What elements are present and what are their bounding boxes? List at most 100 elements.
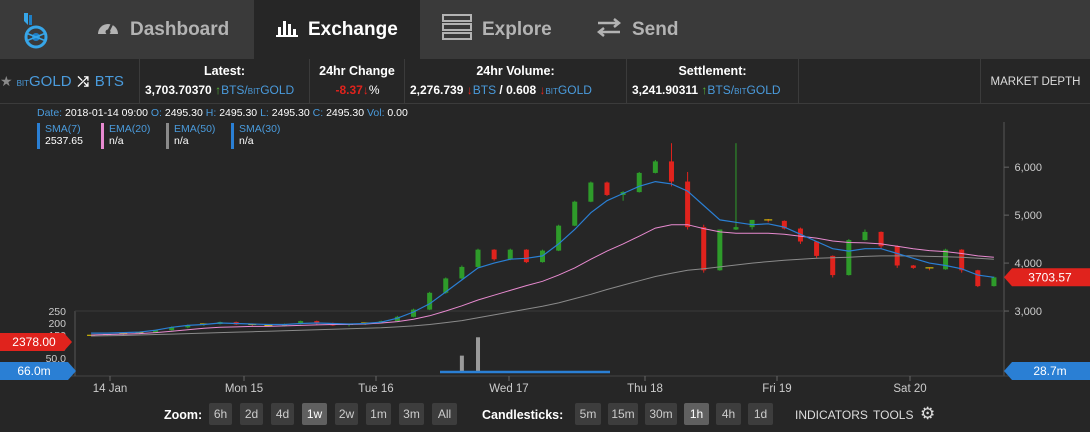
candles-4h-button[interactable]: 4h xyxy=(716,403,741,425)
nav-explore[interactable]: Explore xyxy=(442,0,572,59)
time-tick-label: 14 Jan xyxy=(93,383,128,395)
nav-dashboard[interactable]: Dashboard xyxy=(96,0,238,59)
volume-unit-1: BTS xyxy=(472,83,497,97)
candle-body xyxy=(507,249,513,260)
settlement-unit-base: BTS/ xyxy=(707,83,735,97)
time-tick-label: Mon 15 xyxy=(225,383,263,395)
quote-asset[interactable]: BITGOLD xyxy=(17,73,72,90)
change-value: -8.37 xyxy=(335,83,363,97)
left-volume-label: 66.0m xyxy=(17,364,50,378)
nav-exchange-label: Exchange xyxy=(308,18,398,40)
chart-toolbar: Zoom: 6h 2d 4d 1w 2w 1m 3m All Candlesticks: 5m… xyxy=(0,400,1090,432)
candle-body xyxy=(943,249,949,270)
candle-body xyxy=(185,325,191,328)
time-tick-label: Sat 20 xyxy=(893,383,926,395)
change-24h: 24hr Change -8.37↓% xyxy=(310,59,405,104)
candle-body xyxy=(910,265,916,268)
volume-unit-2-prefix: BIT xyxy=(545,87,558,96)
candlesticks-label: Candlesticks: xyxy=(482,408,564,422)
change-arrow: ↓ xyxy=(362,83,369,97)
zoom-2w-button[interactable]: 2w xyxy=(335,403,358,425)
candle-body xyxy=(298,321,304,324)
candles-1d-button[interactable]: 1d xyxy=(748,403,773,425)
zoom-all-button[interactable]: All xyxy=(432,403,457,425)
candle-body xyxy=(459,266,465,279)
nav-send[interactable]: Send xyxy=(596,0,706,59)
legend-c-label: C: xyxy=(312,107,324,119)
legend-l-label: L: xyxy=(260,107,269,119)
latest-value-row: 3,703.70370 ↑BTS/BITGOLD xyxy=(145,83,305,97)
market-pair: ★ BITGOLD ⤮ BTS xyxy=(0,59,140,104)
candle-body xyxy=(523,249,529,263)
volume-unit-2: GOLD xyxy=(557,83,592,97)
legend-close: 2495.30 xyxy=(326,107,365,119)
indicator-value: 2537.65 xyxy=(45,135,83,147)
candles-1h-button[interactable]: 1h xyxy=(684,403,709,425)
volume-bar xyxy=(459,355,464,372)
left-volume-tag xyxy=(0,362,76,380)
settlement-unit-prefix: BIT xyxy=(734,87,747,96)
volume-arrow-2: ↓ xyxy=(539,83,546,97)
time-tick-label: Fri 19 xyxy=(762,383,791,395)
candle-body xyxy=(394,316,400,322)
bitshares-logo-icon[interactable] xyxy=(22,11,50,49)
legend-high: 2495.30 xyxy=(219,107,258,119)
latest-unit-prefix: BIT xyxy=(247,87,261,96)
volume-arrow-1: ↓ xyxy=(466,83,473,97)
swap-icon[interactable]: ⤮ xyxy=(77,73,89,89)
zoom-2d-button[interactable]: 2d xyxy=(240,403,263,425)
left-price-label: 2378.00 xyxy=(12,335,56,349)
candle-body xyxy=(959,249,965,271)
gear-icon[interactable]: ⚙ xyxy=(920,404,936,423)
candles-5m-button[interactable]: 5m xyxy=(575,403,601,425)
candle-body xyxy=(411,309,417,317)
price-chart[interactable]: Date: 2018-01-14 09:00 O: 2495.30 H: 249… xyxy=(0,104,1090,400)
bar-chart-icon xyxy=(276,17,298,43)
time-tick-label: Tue 16 xyxy=(358,383,393,395)
settlement-title: Settlement: xyxy=(678,64,747,78)
indicator-name: SMA(30) xyxy=(239,123,281,135)
market-depth-button[interactable]: MARKET DEPTH xyxy=(980,59,1090,104)
candle-body xyxy=(878,231,884,247)
indicator-value: n/a xyxy=(239,135,254,147)
indicator-ema20[interactable]: EMA(20) n/a xyxy=(101,123,150,149)
candle-body xyxy=(991,277,997,287)
candle-body xyxy=(427,292,433,310)
legend-vol-label: Vol: xyxy=(366,107,385,119)
settlement-value-row: 3,241.90311 ↑BTS/BITGOLD xyxy=(632,83,794,97)
legend-volume: 0.00 xyxy=(387,107,408,119)
candle-body xyxy=(701,227,707,271)
volume-tick-label: 200 xyxy=(48,318,66,330)
candle-body xyxy=(717,229,723,271)
legend-date-label: Date: xyxy=(37,107,63,119)
sma7-line xyxy=(91,180,994,334)
volume-title: 24hr Volume: xyxy=(476,64,555,78)
star-icon[interactable]: ★ xyxy=(0,73,13,89)
volume-sep: / 0.608 xyxy=(499,83,537,97)
indicator-sma30[interactable]: SMA(30) n/a xyxy=(231,123,280,149)
zoom-1w-button[interactable]: 1w xyxy=(302,403,327,425)
settlement-unit-quote: GOLD xyxy=(746,83,781,97)
tools-button[interactable]: TOOLS xyxy=(873,408,914,422)
zoom-3m-button[interactable]: 3m xyxy=(399,403,424,425)
indicator-ema50[interactable]: EMA(50) n/a xyxy=(166,123,215,149)
candle-body xyxy=(797,228,803,242)
latest-arrow: ↑ xyxy=(215,83,222,97)
zoom-6h-button[interactable]: 6h xyxy=(209,403,232,425)
indicator-sma7[interactable]: SMA(7) 2537.65 xyxy=(37,123,83,149)
zoom-1m-button[interactable]: 1m xyxy=(366,403,391,425)
candle-body xyxy=(588,182,594,202)
candles-15m-button[interactable]: 15m xyxy=(608,403,638,425)
candles-30m-button[interactable]: 30m xyxy=(645,403,677,425)
legend-date: 2018-01-14 09:00 xyxy=(65,107,148,119)
legend-o-label: O: xyxy=(150,107,162,119)
nav-explore-label: Explore xyxy=(482,18,552,40)
base-asset[interactable]: BTS xyxy=(94,73,124,90)
transfer-arrows-icon xyxy=(596,16,622,44)
candle-body xyxy=(443,278,449,293)
indicators-button[interactable]: INDICATORS xyxy=(795,408,868,422)
candle-body xyxy=(556,225,562,251)
nav-exchange[interactable]: Exchange xyxy=(254,0,420,59)
zoom-4d-button[interactable]: 4d xyxy=(271,403,294,425)
